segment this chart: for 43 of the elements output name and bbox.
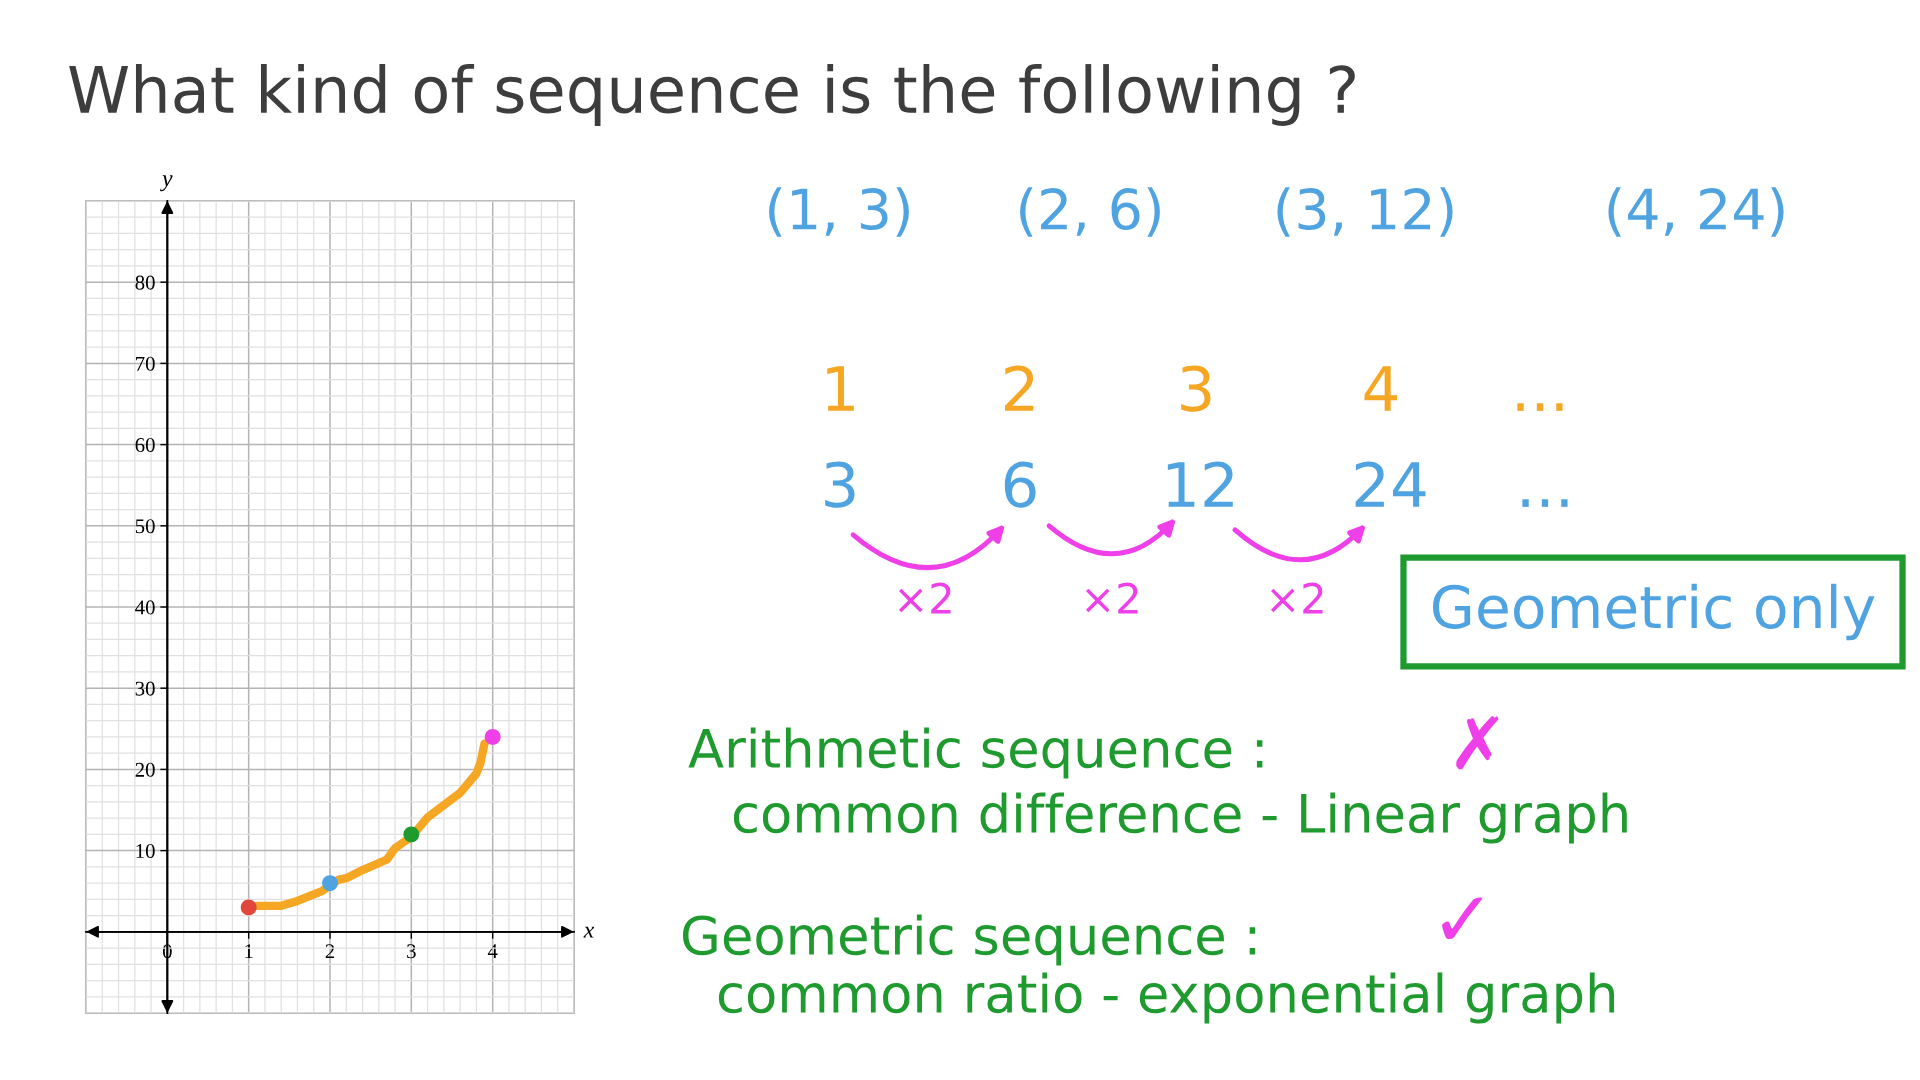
text: (1, 3) (769, 187, 909, 237)
text: ... (1517, 403, 1563, 411)
y-tick-label: 10 (136, 843, 155, 859)
y-tick-label: 40 (135, 600, 155, 615)
x-tick-label: 1 (245, 944, 253, 959)
y-tick-label: 70 (136, 356, 155, 371)
y-tick-label: 80 (135, 275, 155, 290)
point (484, 729, 501, 745)
x-tick-label: 4 (487, 944, 498, 959)
text: 3 (1181, 365, 1211, 412)
text: 4 (1364, 366, 1398, 411)
y-tick-label: 60 (135, 437, 155, 453)
text: Geometric only (1432, 583, 1875, 641)
point (403, 826, 420, 843)
x-tick-label: 3 (407, 944, 416, 959)
text: 2 (1005, 365, 1034, 411)
text: ✗ (1456, 716, 1499, 770)
text: Geometric sequence : (682, 914, 1256, 966)
text: Arithmetic sequence : (688, 727, 1263, 779)
x-tick-label: 2 (325, 944, 335, 959)
text: ×2 (1271, 582, 1323, 614)
text: ... (1522, 499, 1568, 507)
text: (2, 6) (1020, 187, 1160, 237)
y-tick-label: 20 (135, 762, 155, 777)
text: common difference - Linear graph (733, 792, 1627, 844)
text: (3, 12) (1277, 187, 1453, 237)
text: 12 (1167, 461, 1233, 507)
text: ×2 (899, 582, 951, 614)
text: ×2 (1086, 582, 1138, 614)
y-tick-label: 30 (135, 681, 155, 696)
text: 24 (1355, 461, 1426, 507)
point (322, 875, 338, 891)
text: ✓ (1442, 897, 1483, 939)
text: 6 (1004, 461, 1036, 508)
y-tick-label: 50 (135, 519, 155, 534)
text: 3 (825, 461, 855, 508)
point (240, 899, 257, 916)
text: What kind of sequence is the following ? (69, 64, 1355, 126)
text: (4, 24) (1608, 187, 1784, 237)
x-axis-title: x (583, 926, 595, 938)
text: common ratio - exponential graph (718, 972, 1615, 1024)
y-axis-title: y (160, 175, 173, 192)
text: 1 (827, 366, 854, 411)
